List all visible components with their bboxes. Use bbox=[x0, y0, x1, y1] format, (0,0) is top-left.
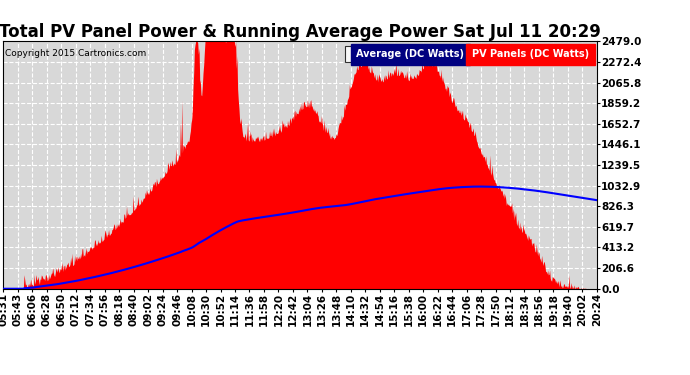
Text: Copyright 2015 Cartronics.com: Copyright 2015 Cartronics.com bbox=[5, 49, 146, 58]
Title: Total PV Panel Power & Running Average Power Sat Jul 11 20:29: Total PV Panel Power & Running Average P… bbox=[0, 23, 601, 41]
Legend: Average (DC Watts), PV Panels (DC Watts): Average (DC Watts), PV Panels (DC Watts) bbox=[346, 46, 592, 62]
